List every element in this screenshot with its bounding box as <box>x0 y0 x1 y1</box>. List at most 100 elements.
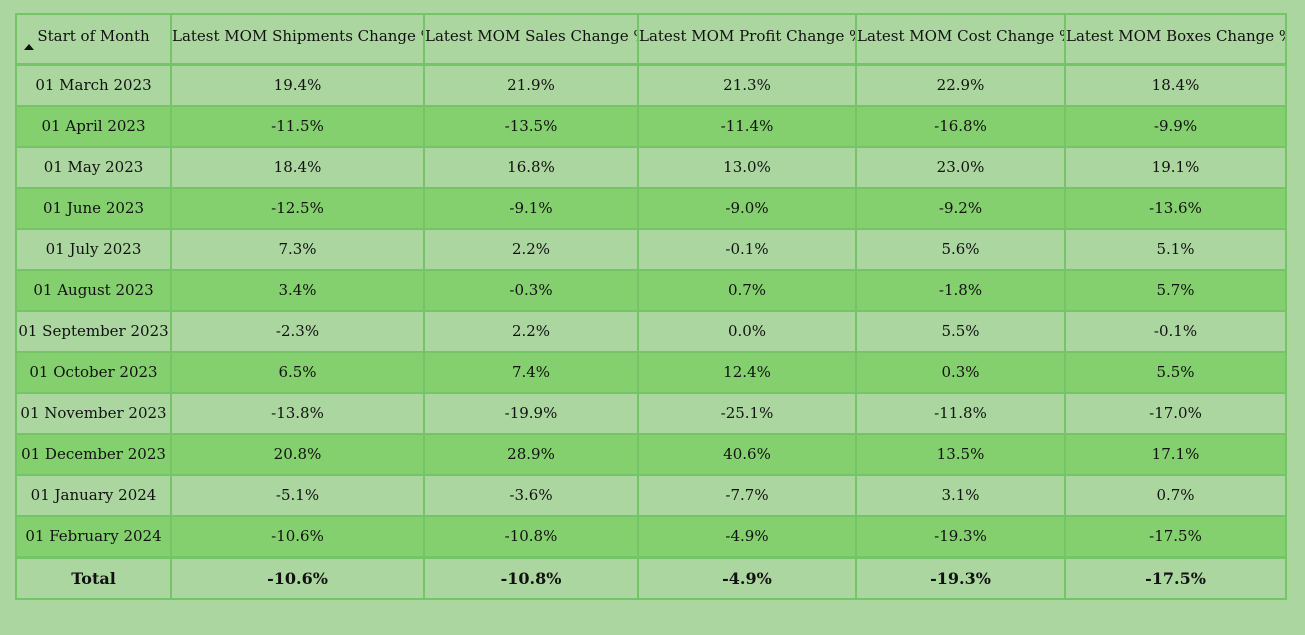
table-cell: 5.5% <box>855 309 1066 353</box>
table-cell: -9.9% <box>1064 104 1287 148</box>
table-row: 01 December 2023 20.8% 28.9% 40.6% 13.5% 17.1… <box>15 432 1287 476</box>
table-cell: 5.7% <box>1064 268 1287 312</box>
table-cell: 2.2% <box>423 227 639 271</box>
row-month-cell: 01 October 2023 <box>15 350 172 394</box>
table-cell: -9.1% <box>423 186 639 230</box>
table-cell: -5.1% <box>170 473 425 517</box>
table-cell: -13.6% <box>1064 186 1287 230</box>
column-header-label: Start of Month <box>37 27 150 45</box>
table-cell: -9.0% <box>637 186 857 230</box>
data-table: Start of Month Latest MOM Shipments Chan… <box>15 13 1287 600</box>
column-header-label: Latest MOM Sales Change % <box>425 27 638 45</box>
row-month-cell: 01 January 2024 <box>15 473 172 517</box>
row-month-cell: 01 July 2023 <box>15 227 172 271</box>
table-cell: 6.5% <box>170 350 425 394</box>
table-cell: 0.3% <box>855 350 1066 394</box>
table-cell: 40.6% <box>637 432 857 476</box>
sort-ascending-icon[interactable] <box>24 44 34 50</box>
table-cell: 21.3% <box>637 63 857 107</box>
table-cell: -9.2% <box>855 186 1066 230</box>
total-cell: -19.3% <box>855 555 1066 600</box>
table-cell: -7.7% <box>637 473 857 517</box>
table-cell: 0.7% <box>1064 473 1287 517</box>
table-cell: 22.9% <box>855 63 1066 107</box>
row-month-cell: 01 March 2023 <box>15 63 172 107</box>
table-row: 01 April 2023 -11.5% -13.5% -11.4% -16.8% -9.… <box>15 104 1287 148</box>
table-cell: 13.5% <box>855 432 1066 476</box>
table-cell: -10.6% <box>170 514 425 558</box>
table-row: 01 June 2023 -12.5% -9.1% -9.0% -9.2% -13.6% <box>15 186 1287 230</box>
table-cell: -1.8% <box>855 268 1066 312</box>
table-cell: 28.9% <box>423 432 639 476</box>
table-row: 01 February 2024 -10.6% -10.8% -4.9% -19.3% -… <box>15 514 1287 558</box>
column-header-label: Latest MOM Profit Change % <box>639 27 856 45</box>
table-cell: 7.3% <box>170 227 425 271</box>
row-month-cell: 01 May 2023 <box>15 145 172 189</box>
table-cell: -2.3% <box>170 309 425 353</box>
row-month-cell: 01 August 2023 <box>15 268 172 312</box>
table-cell: 16.8% <box>423 145 639 189</box>
table-cell: -19.3% <box>855 514 1066 558</box>
table-cell: 2.2% <box>423 309 639 353</box>
table-cell: 18.4% <box>170 145 425 189</box>
table-cell: 23.0% <box>855 145 1066 189</box>
column-header-start-of-month[interactable]: Start of Month <box>15 13 172 66</box>
column-header-label: Latest MOM Cost Change % <box>857 27 1065 45</box>
table-cell: -11.5% <box>170 104 425 148</box>
total-row: Total -10.6% -10.8% -4.9% -19.3% -17.5% <box>15 555 1287 600</box>
column-header-sales-change[interactable]: Latest MOM Sales Change % <box>423 13 639 66</box>
table-cell: 12.4% <box>637 350 857 394</box>
table-cell: 5.1% <box>1064 227 1287 271</box>
table-cell: -0.3% <box>423 268 639 312</box>
table-row: 01 October 2023 6.5% 7.4% 12.4% 0.3% 5.5% <box>15 350 1287 394</box>
row-month-cell: 01 April 2023 <box>15 104 172 148</box>
table-cell: -25.1% <box>637 391 857 435</box>
table-cell: -0.1% <box>1064 309 1287 353</box>
column-header-label: Latest MOM Boxes Change % <box>1066 27 1286 45</box>
table-cell: 17.1% <box>1064 432 1287 476</box>
table-cell: 18.4% <box>1064 63 1287 107</box>
table-cell: -17.5% <box>1064 514 1287 558</box>
table-cell: 19.1% <box>1064 145 1287 189</box>
header-row: Start of Month Latest MOM Shipments Chan… <box>15 13 1287 66</box>
table-cell: -0.1% <box>637 227 857 271</box>
table-cell: -11.4% <box>637 104 857 148</box>
table-cell: 20.8% <box>170 432 425 476</box>
table-row: 01 November 2023 -13.8% -19.9% -25.1% -11.8%… <box>15 391 1287 435</box>
total-cell: -10.8% <box>423 555 639 600</box>
table-footer: Total -10.6% -10.8% -4.9% -19.3% -17.5% <box>15 555 1287 600</box>
table-cell: 21.9% <box>423 63 639 107</box>
table-cell: -4.9% <box>637 514 857 558</box>
table-row: 01 July 2023 7.3% 2.2% -0.1% 5.6% 5.1% <box>15 227 1287 271</box>
table-cell: -17.0% <box>1064 391 1287 435</box>
table-row: 01 January 2024 -5.1% -3.6% -7.7% 3.1% 0.7% <box>15 473 1287 517</box>
table-row: 01 August 2023 3.4% -0.3% 0.7% -1.8% 5.7% <box>15 268 1287 312</box>
table-cell: -13.8% <box>170 391 425 435</box>
column-header-boxes-change[interactable]: Latest MOM Boxes Change % <box>1064 13 1287 66</box>
column-header-profit-change[interactable]: Latest MOM Profit Change % <box>637 13 857 66</box>
table-cell: 5.6% <box>855 227 1066 271</box>
row-month-cell: 01 November 2023 <box>15 391 172 435</box>
table-cell: -16.8% <box>855 104 1066 148</box>
table-cell: 3.4% <box>170 268 425 312</box>
total-cell: -17.5% <box>1064 555 1287 600</box>
table-cell: 5.5% <box>1064 350 1287 394</box>
row-month-cell: 01 February 2024 <box>15 514 172 558</box>
table-row: 01 May 2023 18.4% 16.8% 13.0% 23.0% 19.1% <box>15 145 1287 189</box>
column-header-label: Latest MOM Shipments Change % <box>172 27 424 45</box>
table-cell: -11.8% <box>855 391 1066 435</box>
row-month-cell: 01 June 2023 <box>15 186 172 230</box>
table-cell: -13.5% <box>423 104 639 148</box>
table-cell: -10.8% <box>423 514 639 558</box>
table-cell: 3.1% <box>855 473 1066 517</box>
table-cell: -19.9% <box>423 391 639 435</box>
row-month-cell: 01 September 2023 <box>15 309 172 353</box>
column-header-shipments-change[interactable]: Latest MOM Shipments Change % <box>170 13 425 66</box>
total-cell: -10.6% <box>170 555 425 600</box>
column-header-cost-change[interactable]: Latest MOM Cost Change % <box>855 13 1066 66</box>
table-cell: 0.0% <box>637 309 857 353</box>
table-header: Start of Month Latest MOM Shipments Chan… <box>15 13 1287 66</box>
table-cell: 13.0% <box>637 145 857 189</box>
table-cell: -12.5% <box>170 186 425 230</box>
table-body: 01 March 2023 19.4% 21.9% 21.3% 22.9% 18.4% 01… <box>15 63 1287 558</box>
